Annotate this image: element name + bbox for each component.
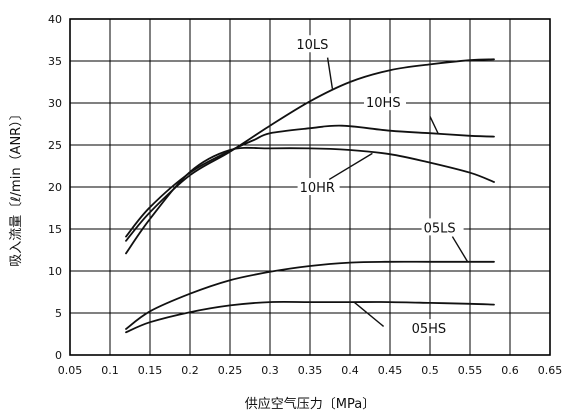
series-label-10LS: 10LS [296,38,328,53]
x-tick-label-8: 0.45 [378,364,403,377]
series-label-05LS: 05LS [424,221,456,236]
y-tick-label-7: 35 [48,55,62,68]
x-tick-label-4: 0.25 [218,364,243,377]
y-axis-label: 吸入流量〔ℓ/min（ANR）〕 [9,107,24,266]
series-label-bg-05HS [409,319,452,337]
y-tick-label-4: 20 [48,181,62,194]
x-tick-label-12: 0.65 [538,364,563,377]
y-tick-label-6: 30 [48,97,62,110]
series-leader-10HR [328,152,373,181]
series-lines [125,58,495,334]
series-callouts: 10LS 10HS 10HR 05LS 05HS [294,35,469,337]
y-tick-labels: 0 5 10 15 20 25 30 35 40 [48,13,62,362]
series-label-bg-10HR [297,178,340,196]
series-label-10HS: 10HS [366,96,401,111]
series-line-05HS [125,300,495,334]
series-label-05HS: 05HS [412,322,447,337]
x-tick-label-1: 0.1 [101,364,119,377]
x-tick-label-5: 0.3 [261,364,279,377]
y-tick-label-2: 10 [48,265,62,278]
x-tick-label-10: 0.55 [458,364,483,377]
x-axis-label: 供应空气压力〔MPa〕 [245,396,375,412]
x-tick-label-2: 0.15 [138,364,163,377]
plot-frame [69,18,551,356]
series-label-bg-05LS [421,218,464,236]
y-tick-label-3: 15 [48,223,62,236]
series-line-05LS [125,260,495,330]
series-line-10HR [125,146,495,255]
y-tick-label-0: 0 [55,349,62,362]
x-tick-label-0: 0.05 [58,364,83,377]
y-tick-label-5: 25 [48,139,62,152]
x-tick-label-11: 0.6 [501,364,519,377]
x-tick-label-6: 0.35 [298,364,323,377]
series-leader-10LS [326,57,334,89]
series-label-bg-10HS [364,93,406,111]
y-tick-label-1: 5 [55,307,62,320]
series-leader-05LS [451,236,469,263]
series-label-bg-10LS [294,35,337,53]
series-leader-05HS [353,301,385,327]
y-tick-label-8: 40 [48,13,62,26]
x-tick-label-7: 0.4 [341,364,359,377]
series-label-10HR: 10HR [300,181,335,196]
x-tick-label-3: 0.2 [181,364,199,377]
series-leader-10HS [429,116,439,134]
x-tick-label-9: 0.5 [421,364,439,377]
x-tick-labels: 0.05 0.1 0.15 0.2 0.25 0.3 0.35 0.4 0.45 0.5 0.55 0… [58,364,563,377]
